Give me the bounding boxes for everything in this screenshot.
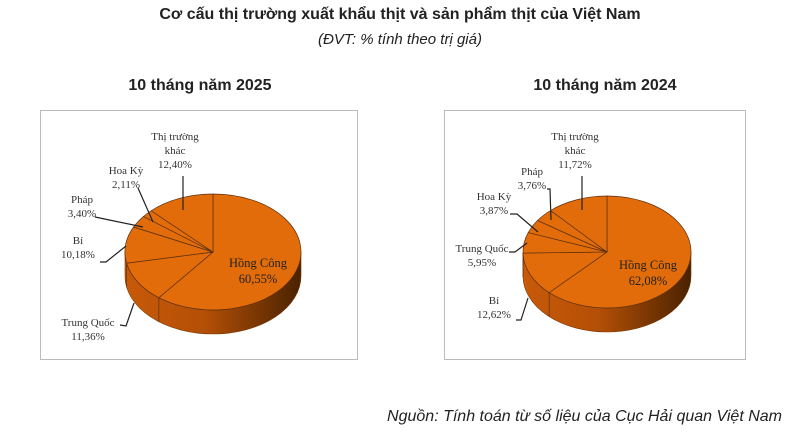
label-name: Bỉ — [72, 235, 84, 247]
label-name: Pháp — [520, 166, 543, 178]
label-value: 12,40% — [158, 159, 192, 171]
pie-frame-2024 — [444, 110, 746, 360]
leader-line-4 — [547, 188, 552, 221]
label-bi-2024: Bỉ 12,62% — [477, 294, 511, 322]
label-name: Thị trường — [151, 131, 199, 143]
label-name: Hồng Công — [229, 256, 287, 270]
label-hongcong-2025: Hồng Công 60,55% — [229, 255, 287, 287]
label-value: 12,62% — [477, 309, 511, 321]
label-name: Hoa Kỳ — [476, 191, 512, 203]
label-name: Trung Quốc — [455, 243, 509, 255]
pie-slice-thị-trường-khác — [150, 193, 214, 253]
label-value: 10,18% — [61, 249, 95, 261]
label-phap-2025: Pháp 3,40% — [68, 193, 96, 221]
label-trungquoc-2025: Trung Quốc 11,36% — [61, 316, 114, 344]
pie-slice-hồng-công — [158, 193, 302, 311]
label-name: Bỉ — [488, 295, 500, 307]
label-khac-2024: Thị trường khác 11,72% — [551, 130, 599, 172]
leader-line-2 — [100, 245, 127, 263]
leader-line-3 — [94, 216, 144, 228]
pie-slice-hồng-công — [548, 195, 692, 309]
label-name: Thị trường — [551, 131, 599, 143]
label-value: 62,08% — [628, 274, 668, 288]
leader-line-3 — [510, 213, 539, 233]
label-name: Hoa Kỳ — [108, 165, 144, 177]
pie-title-2024: 10 tháng năm 2024 — [533, 77, 677, 94]
label-value: 11,72% — [558, 159, 592, 171]
chart-title: Cơ cấu thị trường xuất khẩu thịt và sản … — [159, 6, 641, 23]
source-note: Nguồn: Tính toán từ số liệu của Cục Hải … — [387, 408, 782, 425]
pie-slice-thị-trường-khác — [549, 195, 608, 253]
label-value: 3,40% — [67, 208, 97, 220]
leader-line-1 — [119, 302, 135, 327]
pie-frame-2025 — [40, 110, 358, 360]
label-name: khác — [564, 145, 586, 157]
label-name: Trung Quốc — [61, 317, 115, 329]
label-bi-2025: Bỉ 10,18% — [61, 234, 95, 262]
leader-line-1 — [516, 297, 529, 321]
label-value: 3,87% — [479, 205, 509, 217]
label-hoaky-2024: Hoa Kỳ 3,87% — [477, 190, 512, 218]
label-hongcong-2024: Hồng Công 62,08% — [619, 257, 677, 289]
leader-line-2 — [509, 242, 528, 253]
label-hoaky-2025: Hoa Kỳ 2,11% — [109, 164, 144, 192]
label-value: 3,76% — [517, 180, 547, 192]
label-name: Hồng Công — [619, 258, 677, 272]
label-value: 11,36% — [71, 331, 105, 343]
label-value: 60,55% — [238, 272, 278, 286]
label-khac-2025: Thị trường khác 12,40% — [151, 130, 199, 172]
chart-subtitle: (ĐVT: % tính theo trị giá) — [318, 31, 482, 48]
leader-line-4 — [137, 187, 154, 223]
label-name: Pháp — [70, 194, 93, 206]
label-value: 5,95% — [467, 257, 497, 269]
pie-title-2025: 10 tháng năm 2025 — [128, 77, 272, 94]
label-trungquoc-2024: Trung Quốc 5,95% — [455, 242, 508, 270]
label-phap-2024: Pháp 3,76% — [518, 165, 546, 193]
label-name: khác — [164, 145, 186, 157]
label-value: 2,11% — [111, 179, 140, 191]
